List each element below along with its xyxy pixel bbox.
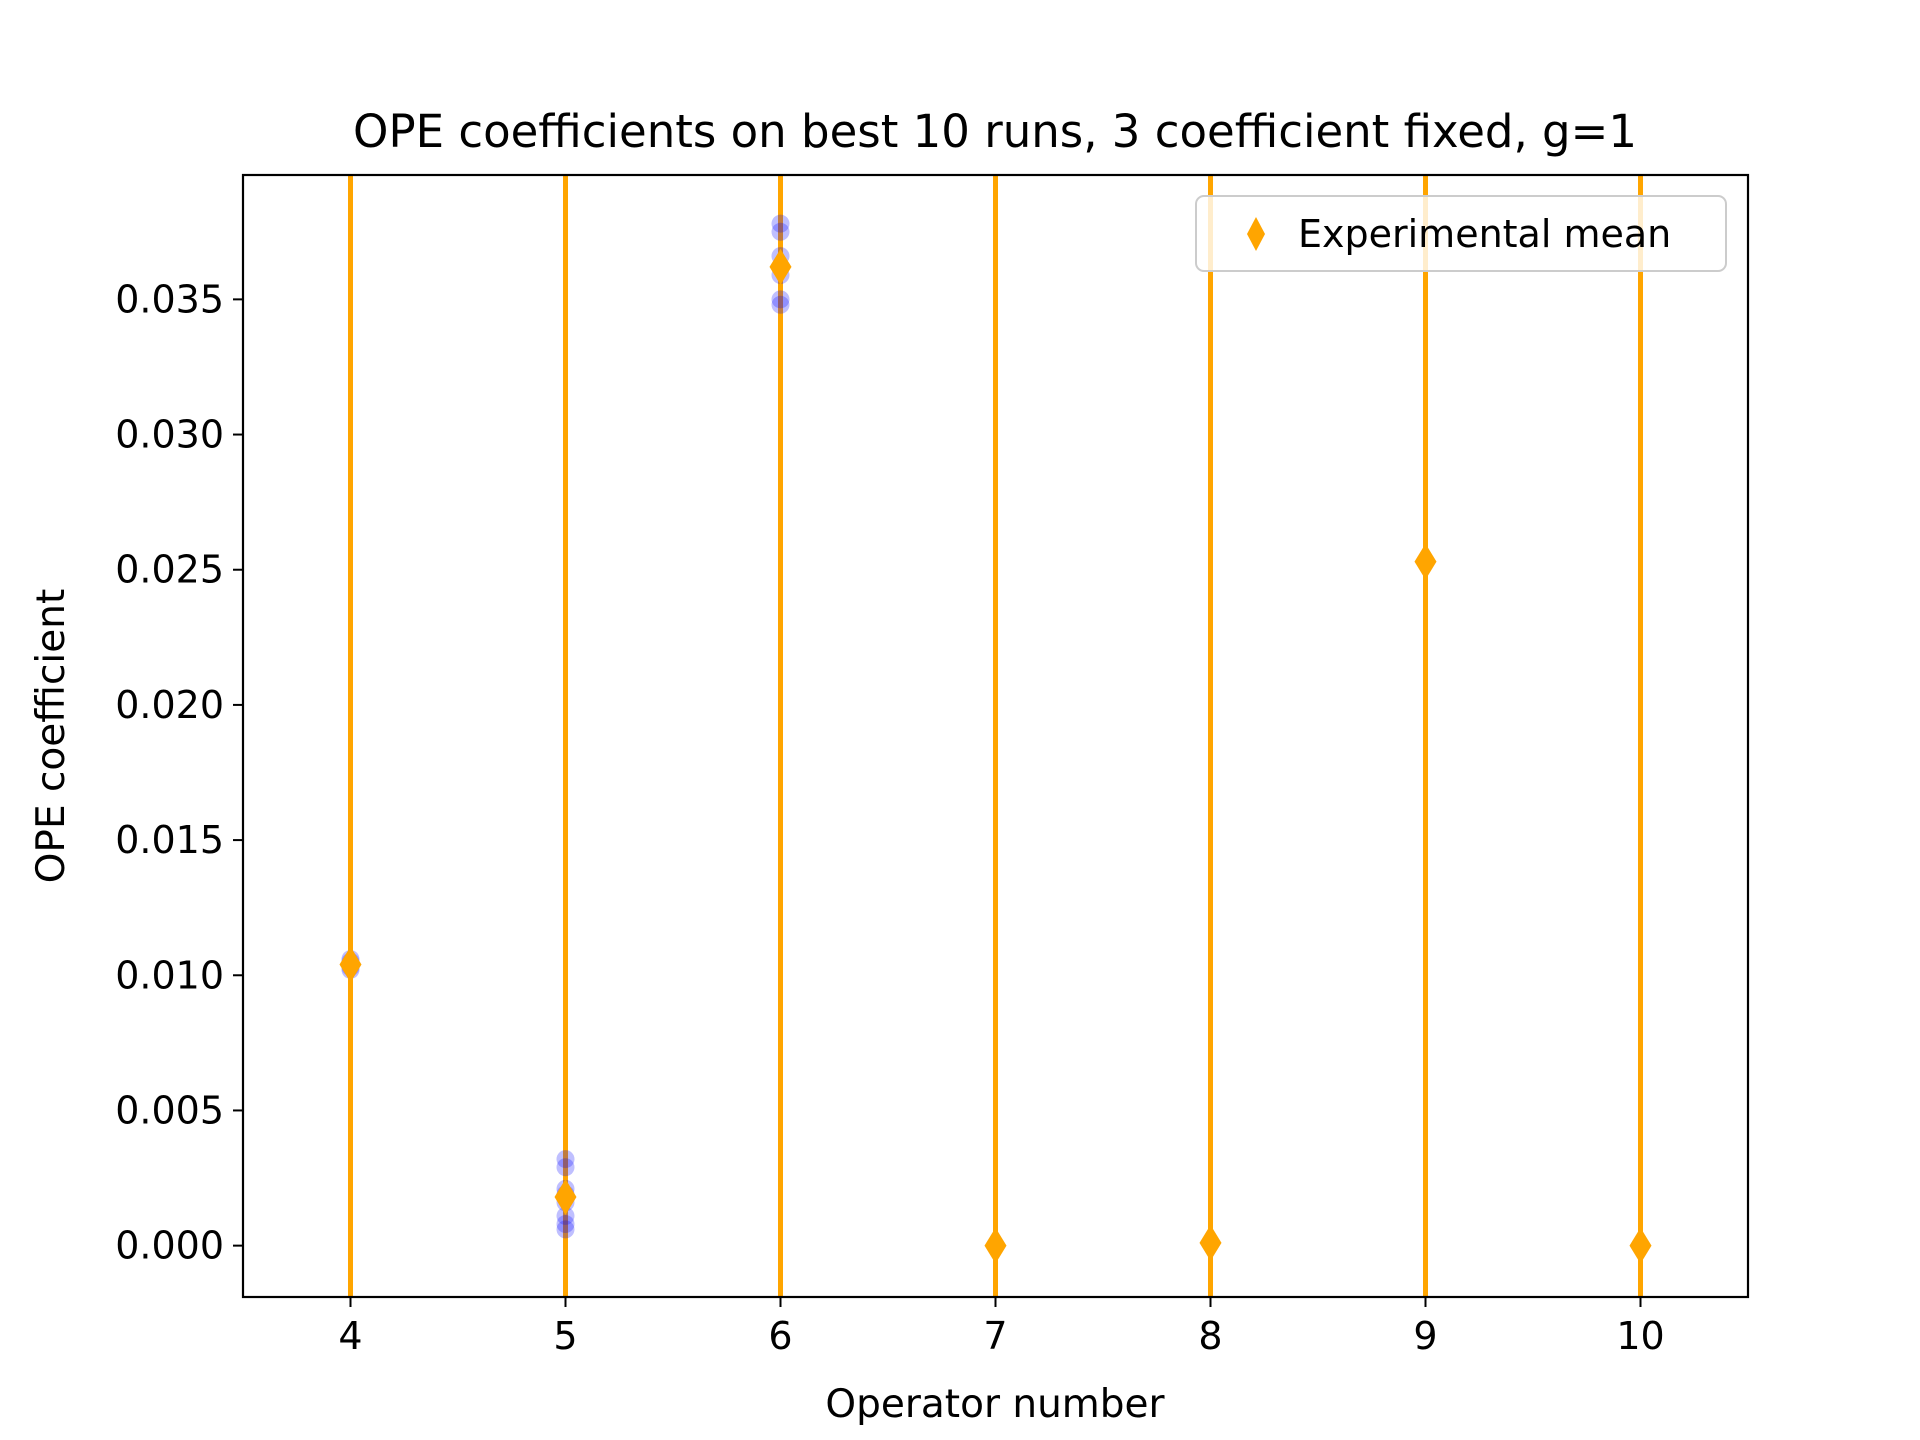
y-tick-label: 0.010: [115, 953, 224, 997]
y-tick-label: 0.015: [115, 818, 224, 862]
chart-title: OPE coefficients on best 10 runs, 3 coef…: [353, 105, 1637, 158]
mean-diamond: [984, 1227, 1007, 1264]
y-axis-label: OPE coefficient: [29, 589, 74, 884]
x-tick-label: 7: [983, 1314, 1007, 1358]
y-tick-label: 0.000: [115, 1224, 224, 1268]
legend-label: Experimental mean: [1298, 212, 1671, 256]
run-point: [771, 214, 790, 233]
y-tick-label: 0.005: [115, 1088, 224, 1132]
x-tick-label: 8: [1198, 1314, 1222, 1358]
x-axis-label: Operator number: [825, 1382, 1165, 1427]
x-tick-label: 9: [1413, 1314, 1437, 1358]
y-tick-label: 0.030: [115, 413, 224, 457]
mean-diamond: [1629, 1227, 1652, 1264]
y-tick-label: 0.025: [115, 548, 224, 592]
x-tick-label: 4: [338, 1314, 362, 1358]
axis-ticks: 4 5 6 7 8 9 10 0.000 0.005 0.010 0.015 0.020 0.025 0.…: [115, 277, 1664, 1358]
x-tick-label: 6: [768, 1314, 792, 1358]
run-point: [556, 1220, 575, 1239]
mean-diamond: [769, 248, 792, 285]
mean-diamond: [554, 1178, 577, 1215]
run-point: [556, 1215, 575, 1234]
run-point: [556, 1150, 575, 1169]
mean-diamond: [1199, 1224, 1222, 1261]
legend-diamond-marker: [1247, 217, 1265, 251]
run-point: [771, 290, 790, 309]
run-point: [771, 222, 790, 241]
run-point: [556, 1158, 575, 1177]
plot-area: [339, 175, 1652, 1297]
y-tick-label: 0.020: [115, 683, 224, 727]
run-point: [771, 295, 790, 314]
legend: Experimental mean: [1195, 195, 1727, 272]
legend-box: [1195, 195, 1727, 272]
mean-diamond: [339, 946, 362, 983]
mean-diamond: [1414, 543, 1437, 580]
x-tick-label: 5: [553, 1314, 577, 1358]
y-tick-label: 0.035: [115, 277, 224, 321]
run-point: [556, 1206, 575, 1225]
x-tick-label: 10: [1616, 1314, 1664, 1358]
